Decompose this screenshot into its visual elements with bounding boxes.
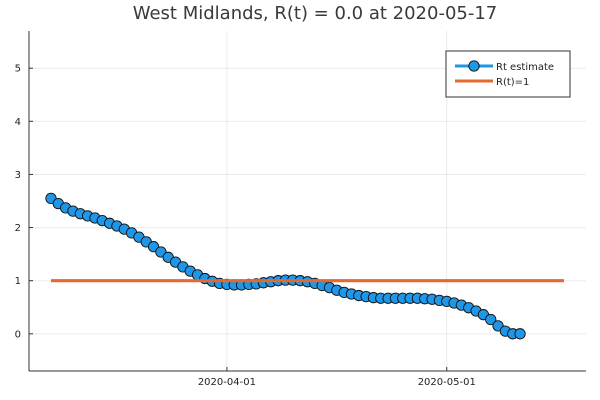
y-tick-label: 3 — [15, 170, 21, 181]
legend: Rt estimate R(t)=1 — [445, 50, 571, 98]
rt-estimate-point — [514, 328, 526, 340]
y-tick-label: 5 — [15, 64, 21, 75]
rt-estimate-point — [485, 313, 497, 326]
y-tick-label: 1 — [15, 276, 21, 287]
y-tick-label: 4 — [15, 117, 21, 128]
x-tick-label: 2020-04-01 — [198, 377, 256, 388]
x-tick-label: 2020-05-01 — [418, 377, 476, 388]
legend-marker-rt — [468, 60, 480, 72]
legend-label-threshold: R(t)=1 — [496, 77, 529, 88]
axes: 0 1 2 3 4 5 2020-04-01 2020-05-01 — [15, 31, 586, 388]
y-tick-label: 2 — [15, 223, 21, 234]
series-layer — [45, 192, 565, 340]
y-tick-label: 0 — [15, 329, 21, 340]
legend-label-rt: Rt estimate — [496, 62, 554, 73]
chart-title: West Midlands, R(t) = 0.0 at 2020-05-17 — [133, 3, 498, 24]
legend-box — [445, 50, 571, 98]
